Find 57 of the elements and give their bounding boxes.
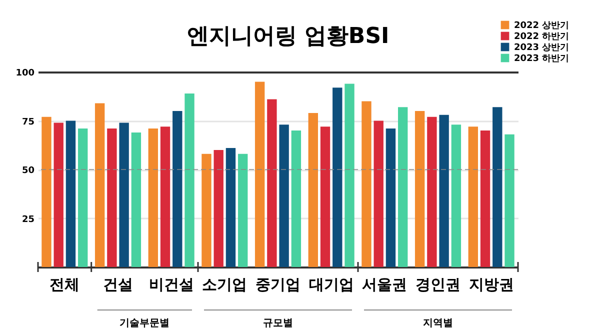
bar — [238, 154, 248, 267]
bar — [107, 128, 117, 267]
bar — [439, 114, 449, 267]
text: 기술부문별 — [120, 318, 170, 329]
x-tick-label: 중기업 — [256, 276, 300, 294]
y-tick-label: 50 — [22, 166, 34, 176]
bar — [214, 150, 224, 267]
x-tick-label: 대기업 — [308, 276, 354, 294]
bar — [131, 132, 142, 267]
bar — [267, 99, 277, 267]
legend-label: 2022 하반기 — [514, 32, 570, 42]
bar — [172, 111, 182, 267]
bar — [468, 126, 478, 267]
bar — [291, 130, 302, 267]
bar — [160, 126, 170, 267]
bar — [398, 107, 408, 267]
bar — [54, 122, 64, 267]
bar — [451, 124, 462, 267]
bar — [94, 103, 105, 267]
bar — [184, 93, 194, 267]
x-tick-label: 지방권 — [468, 276, 514, 294]
bar — [492, 107, 502, 267]
chart-title: 엔지니어링 업황BSI — [186, 24, 390, 49]
legend-label: 2023 하반기 — [514, 54, 570, 64]
legend-label: 2023 상반기 — [514, 43, 570, 53]
bar — [66, 120, 76, 267]
bar — [344, 84, 354, 267]
y-tick-label: 25 — [22, 214, 34, 225]
bar — [279, 124, 289, 267]
x-tick-label: 건설 — [103, 276, 133, 294]
x-tick-label: 경인권 — [416, 276, 460, 294]
bar — [362, 101, 372, 267]
y-tick-label: 100 — [16, 68, 34, 78]
x-tick-label: 서울권 — [362, 276, 408, 294]
bar — [320, 126, 330, 267]
bar — [254, 82, 265, 267]
x-tick-label: 소기업 — [202, 276, 248, 294]
bar — [414, 111, 425, 267]
text: 규모별 — [263, 318, 293, 329]
bar — [427, 116, 437, 267]
bar — [148, 128, 158, 267]
bar — [119, 122, 129, 267]
bar — [202, 154, 212, 267]
bar — [42, 116, 52, 267]
y-tick-label: 75 — [22, 117, 34, 128]
legend-label: 2022 상반기 — [514, 21, 570, 31]
bar — [332, 88, 342, 267]
bar — [504, 134, 514, 267]
x-tick-label: 비건설 — [148, 276, 194, 294]
text: 지역별 — [423, 318, 453, 329]
bar — [374, 120, 384, 267]
bar — [226, 148, 236, 267]
x-tick-label: 전체 — [50, 276, 80, 294]
bar — [308, 112, 318, 267]
bar — [78, 128, 88, 267]
bar — [480, 130, 490, 267]
bar — [386, 128, 396, 267]
